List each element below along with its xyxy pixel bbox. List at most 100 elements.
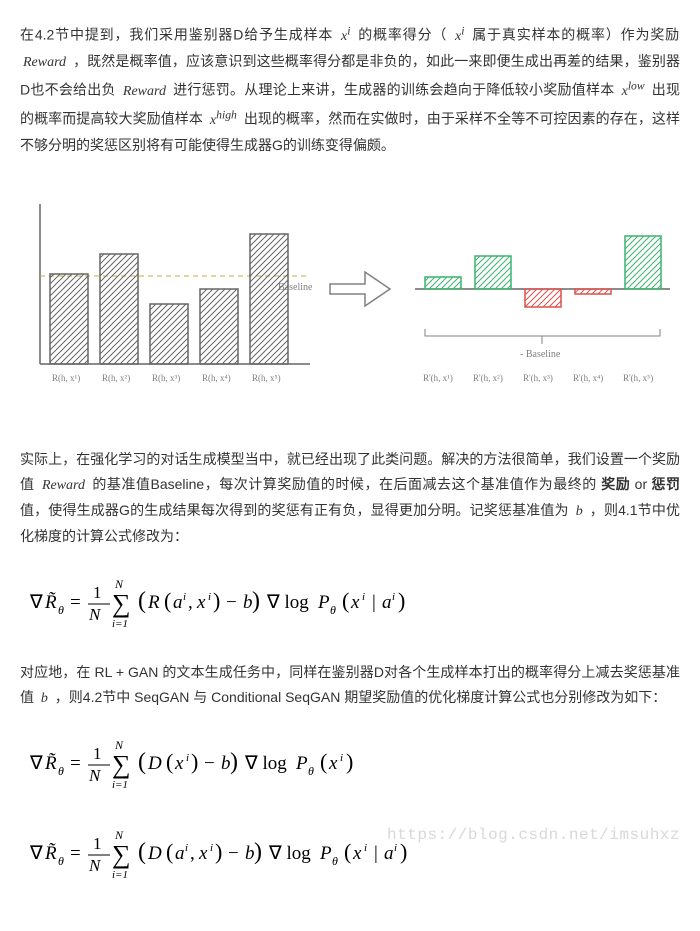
svg-text:x: x bbox=[352, 843, 362, 864]
baseline-diagram: Baseline R(h, x¹) R(h, x²) R(h, x³) R(h,… bbox=[20, 194, 680, 404]
svg-text:N: N bbox=[88, 856, 102, 875]
svg-text:): ) bbox=[346, 749, 353, 774]
svg-text:D: D bbox=[147, 753, 162, 774]
paragraph-2: 实际上，在强化学习的对话生成模型当中，就已经出现了此类问题。解决的方法很简单，我… bbox=[20, 447, 680, 550]
svg-text:a: a bbox=[175, 843, 185, 864]
svg-text:,: , bbox=[190, 843, 195, 864]
svg-text:−: − bbox=[226, 592, 237, 613]
formula-1: ∇ R̃ θ = 1 N N ∑ i=1 ( R ( a i , x i ) −… bbox=[30, 570, 680, 636]
math-b: b bbox=[573, 504, 586, 519]
svg-text:1: 1 bbox=[93, 583, 102, 602]
svg-text:i=1: i=1 bbox=[112, 618, 128, 630]
svg-text:(: ( bbox=[138, 749, 146, 775]
svg-text:θ: θ bbox=[58, 603, 64, 617]
svg-text:P: P bbox=[295, 753, 308, 774]
watermark: https://blog.csdn.net/imsuhxz bbox=[387, 826, 680, 844]
text: or bbox=[635, 476, 652, 492]
svg-text:i: i bbox=[364, 842, 367, 854]
bold-penalty: 惩罚 bbox=[652, 476, 681, 492]
svg-text:R(h, x⁴): R(h, x⁴) bbox=[202, 373, 231, 383]
svg-text:∇ log: ∇ log bbox=[268, 843, 311, 864]
svg-text:(: ( bbox=[138, 588, 146, 614]
svg-text:(: ( bbox=[166, 839, 173, 864]
svg-text:1: 1 bbox=[93, 834, 102, 853]
svg-text:(: ( bbox=[342, 588, 349, 613]
svg-text:∇: ∇ bbox=[30, 592, 43, 613]
svg-text:i: i bbox=[210, 842, 213, 854]
svg-text:): ) bbox=[191, 749, 198, 774]
svg-text:x: x bbox=[328, 753, 338, 774]
svg-text:|: | bbox=[374, 843, 378, 864]
math-xlow: xlow bbox=[619, 84, 648, 99]
svg-text:i=1: i=1 bbox=[112, 779, 128, 791]
text: ，则4.2节中 SeqGAN 与 Conditional SeqGAN 期望奖励… bbox=[55, 689, 666, 705]
svg-text:P: P bbox=[319, 843, 332, 864]
text: 属于真实样本的概率）作为奖励 bbox=[472, 27, 680, 43]
svg-text:x: x bbox=[196, 592, 206, 613]
svg-text:=: = bbox=[70, 843, 81, 864]
svg-text:i=1: i=1 bbox=[112, 869, 128, 881]
svg-text:x: x bbox=[174, 753, 184, 774]
left-chart: Baseline R(h, x¹) R(h, x²) R(h, x³) R(h,… bbox=[40, 204, 313, 383]
svg-text:i: i bbox=[392, 591, 395, 603]
paragraph-1: 在4.2节中提到，我们采用鉴别器D给予生成样本 xi 的概率得分（ xi 属于真… bbox=[20, 20, 680, 158]
formula-2: ∇ R̃ θ = 1 N N ∑ i=1 ( D ( x i ) − b ) ∇… bbox=[30, 731, 680, 797]
svg-text:): ) bbox=[213, 588, 220, 613]
svg-text:−: − bbox=[204, 753, 215, 774]
svg-text:): ) bbox=[215, 839, 222, 864]
svg-text:a: a bbox=[384, 843, 394, 864]
svg-text:N: N bbox=[88, 766, 102, 785]
svg-text:x: x bbox=[198, 843, 208, 864]
svg-text:|: | bbox=[372, 592, 376, 613]
svg-text:- Baseline: - Baseline bbox=[520, 349, 561, 360]
svg-text:R'(h, x²): R'(h, x²) bbox=[473, 373, 503, 383]
math-reward: Reward bbox=[39, 478, 88, 493]
svg-text:∑: ∑ bbox=[112, 750, 131, 779]
svg-text:R'(h, x⁵): R'(h, x⁵) bbox=[623, 373, 653, 383]
svg-text:∇ log: ∇ log bbox=[266, 592, 309, 613]
svg-text:∇: ∇ bbox=[30, 753, 43, 774]
svg-text:i: i bbox=[362, 591, 365, 603]
math-b: b bbox=[38, 691, 51, 706]
svg-text:P: P bbox=[317, 592, 330, 613]
svg-text:N: N bbox=[88, 605, 102, 624]
svg-text:∑: ∑ bbox=[112, 840, 131, 869]
svg-text:): ) bbox=[398, 588, 405, 613]
svg-text:): ) bbox=[252, 588, 260, 614]
svg-text:a: a bbox=[382, 592, 392, 613]
text: 的基准值Baseline，每次计算奖励值的时候，在后面减去这个基准值作为最终的 bbox=[92, 476, 601, 492]
arrow-icon bbox=[330, 272, 390, 306]
svg-text:R(h, x¹): R(h, x¹) bbox=[52, 373, 80, 383]
svg-text:θ: θ bbox=[308, 764, 314, 778]
svg-text:): ) bbox=[230, 749, 238, 775]
svg-text:(: ( bbox=[344, 839, 351, 864]
svg-text:θ: θ bbox=[58, 854, 64, 868]
svg-text:∑: ∑ bbox=[112, 589, 131, 618]
svg-text:∇: ∇ bbox=[30, 843, 43, 864]
svg-text:−: − bbox=[228, 843, 239, 864]
svg-text:x: x bbox=[350, 592, 360, 613]
svg-text:∇ log: ∇ log bbox=[244, 753, 287, 774]
math-xi: xi bbox=[452, 29, 467, 44]
text: 在4.2节中提到，我们采用鉴别器D给予生成样本 bbox=[20, 27, 338, 43]
math-xhigh: xhigh bbox=[207, 113, 240, 128]
svg-text:a: a bbox=[173, 592, 183, 613]
text: 值，使得生成器G的生成结果每次得到的奖惩有正有负，显得更加分明。记奖惩基准值为 bbox=[20, 502, 573, 518]
svg-text:R'(h, x³): R'(h, x³) bbox=[523, 373, 553, 383]
svg-text:R̃: R̃ bbox=[44, 592, 57, 613]
svg-text:R̃: R̃ bbox=[44, 753, 57, 774]
svg-text:D: D bbox=[147, 843, 162, 864]
svg-text:θ: θ bbox=[58, 764, 64, 778]
svg-text:=: = bbox=[70, 592, 81, 613]
svg-text:i: i bbox=[340, 752, 343, 764]
svg-text:1: 1 bbox=[93, 744, 102, 763]
math-reward: Reward bbox=[120, 84, 169, 99]
paragraph-3: 对应地，在 RL + GAN 的文本生成任务中，同样在鉴别器D对各个生成样本打出… bbox=[20, 660, 680, 711]
svg-text:(: ( bbox=[320, 749, 327, 774]
svg-text:R'(h, x¹): R'(h, x¹) bbox=[423, 373, 453, 383]
svg-text:(: ( bbox=[166, 749, 173, 774]
svg-text:R: R bbox=[147, 592, 160, 613]
svg-text:i: i bbox=[208, 591, 211, 603]
svg-text:=: = bbox=[70, 753, 81, 774]
bold-reward: 奖励 bbox=[601, 476, 630, 492]
